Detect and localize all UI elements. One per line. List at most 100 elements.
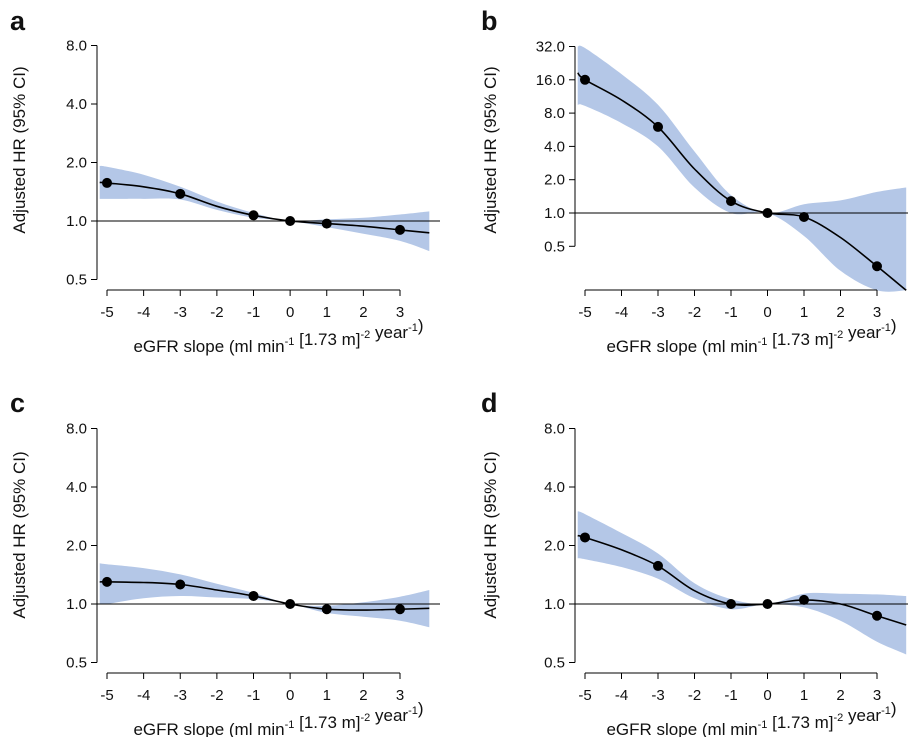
x-tick-label: -5 xyxy=(578,687,591,704)
y-tick-label: 2.0 xyxy=(544,538,565,555)
data-point xyxy=(653,121,663,132)
data-point xyxy=(872,261,882,272)
data-point xyxy=(762,599,773,609)
y-tick-label: 1.0 xyxy=(544,596,565,613)
y-axis-label: Adjusted HR (95% CI) xyxy=(481,451,500,618)
data-point xyxy=(395,604,405,615)
x-tick-label: -3 xyxy=(651,304,664,321)
x-tick-label: -3 xyxy=(174,304,187,321)
panel-letter: c xyxy=(10,388,25,418)
y-tick-label: 2.0 xyxy=(66,155,87,172)
x-tick-label: 3 xyxy=(873,304,881,321)
data-point xyxy=(285,216,296,226)
x-tick-label: 2 xyxy=(359,687,367,704)
x-axis-label: eGFR slope (ml min-1 [1.73 m]-2 year-1) xyxy=(606,699,896,737)
panel-letter: b xyxy=(481,6,498,36)
ci-band xyxy=(577,45,907,292)
y-tick-label: 0.5 xyxy=(544,655,565,672)
x-tick-label: -2 xyxy=(688,687,701,704)
x-tick-label: -2 xyxy=(210,687,223,704)
x-tick-label: -5 xyxy=(100,687,113,704)
x-tick-label: 1 xyxy=(800,304,808,321)
x-tick-label: -1 xyxy=(247,304,260,321)
x-tick-label: 0 xyxy=(763,687,771,704)
data-point xyxy=(872,610,882,621)
x-tick-label: 0 xyxy=(286,687,294,704)
x-tick-label: 0 xyxy=(286,304,294,321)
x-tick-label: 2 xyxy=(359,304,367,321)
x-tick-label: -4 xyxy=(615,304,628,321)
y-tick-label: 8.0 xyxy=(66,38,87,55)
data-point xyxy=(285,599,296,609)
x-tick-label: 3 xyxy=(396,687,404,704)
y-tick-label: 8.0 xyxy=(66,421,87,438)
x-tick-label: 1 xyxy=(323,687,331,704)
y-axis-label: Adjusted HR (95% CI) xyxy=(10,66,29,233)
y-tick-label: 0.5 xyxy=(544,238,565,255)
y-tick-label: 0.5 xyxy=(66,655,87,672)
y-tick-label: 0.5 xyxy=(66,272,87,289)
data-point xyxy=(580,74,590,85)
y-tick-label: 2.0 xyxy=(544,172,565,189)
data-point xyxy=(175,579,186,590)
x-tick-label: -1 xyxy=(247,687,260,704)
y-tick-label: 8.0 xyxy=(544,105,565,122)
data-point xyxy=(321,604,332,615)
data-point xyxy=(726,196,736,207)
panel-letter: a xyxy=(10,6,26,36)
x-tick-label: -5 xyxy=(100,304,113,321)
y-tick-label: 4.0 xyxy=(544,479,565,496)
y-tick-label: 1.0 xyxy=(544,205,565,222)
data-point xyxy=(726,599,736,609)
y-tick-label: 1.0 xyxy=(66,596,87,613)
x-tick-label: -2 xyxy=(688,304,701,321)
x-axis-label: eGFR slope (ml min-1 [1.73 m]-2 year-1) xyxy=(606,316,896,356)
x-tick-label: -4 xyxy=(137,687,150,704)
x-tick-label: -4 xyxy=(137,304,150,321)
panel-letter: d xyxy=(481,388,498,418)
ci-band xyxy=(99,563,430,628)
data-point xyxy=(799,594,809,605)
data-point xyxy=(580,532,590,543)
x-tick-label: -1 xyxy=(724,687,737,704)
y-axis-label: Adjusted HR (95% CI) xyxy=(10,451,29,618)
x-tick-label: -1 xyxy=(724,304,737,321)
y-tick-label: 4.0 xyxy=(544,138,565,155)
y-axis-label: Adjusted HR (95% CI) xyxy=(481,66,500,233)
x-tick-label: 1 xyxy=(323,304,331,321)
x-tick-label: 3 xyxy=(873,687,881,704)
y-tick-label: 8.0 xyxy=(544,421,565,438)
ci-band xyxy=(99,165,430,252)
data-point xyxy=(248,590,259,601)
y-tick-label: 16.0 xyxy=(536,72,565,89)
y-tick-label: 32.0 xyxy=(536,39,565,56)
y-tick-label: 1.0 xyxy=(66,213,87,230)
x-axis-label: eGFR slope (ml min-1 [1.73 m]-2 year-1) xyxy=(133,316,423,356)
y-tick-label: 2.0 xyxy=(66,538,87,555)
x-tick-label: 2 xyxy=(836,304,844,321)
x-axis-label: eGFR slope (ml min-1 [1.73 m]-2 year-1) xyxy=(133,699,423,737)
data-point xyxy=(762,208,773,218)
y-tick-label: 4.0 xyxy=(66,479,87,496)
ci-band xyxy=(577,511,907,655)
data-point xyxy=(799,212,809,223)
data-point xyxy=(248,210,259,221)
y-tick-label: 4.0 xyxy=(66,96,87,113)
x-tick-label: -3 xyxy=(651,687,664,704)
panel-b: 0.5 1.0 2.0 4.0 8.0 16.0 32.0 -5 -4 -3 -2 -1 0 1 2 3eGF… xyxy=(481,6,908,356)
data-point xyxy=(321,218,332,229)
data-point xyxy=(175,188,186,199)
data-point xyxy=(102,177,112,188)
x-tick-label: -3 xyxy=(174,687,187,704)
x-tick-label: -5 xyxy=(578,304,591,321)
x-tick-label: -4 xyxy=(615,687,628,704)
data-point xyxy=(395,224,405,235)
x-tick-label: 3 xyxy=(396,304,404,321)
data-point xyxy=(653,560,663,571)
data-point xyxy=(102,576,112,587)
x-tick-label: 2 xyxy=(836,687,844,704)
